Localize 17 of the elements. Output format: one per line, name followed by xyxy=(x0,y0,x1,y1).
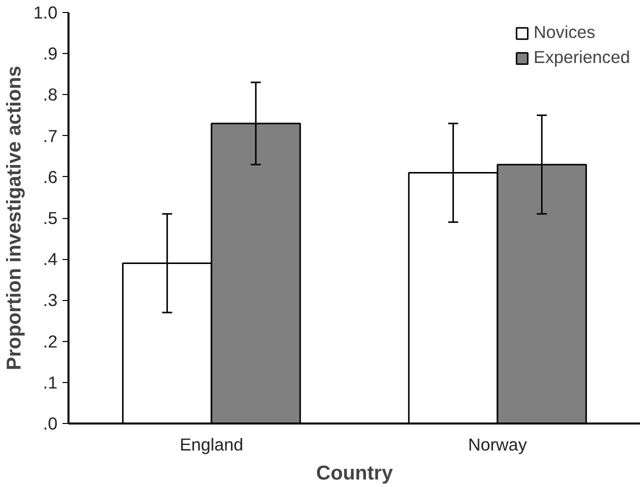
legend-label: Novices xyxy=(534,22,596,43)
x-tick-label: England xyxy=(180,434,244,454)
legend-label: Experienced xyxy=(534,47,630,68)
y-tick-label: .5 xyxy=(43,208,58,228)
y-axis-title: Proportion investigative actions xyxy=(3,66,26,370)
y-tick-label: .1 xyxy=(43,372,58,392)
y-tick-label: .4 xyxy=(43,249,58,270)
y-tick-label: .8 xyxy=(43,84,58,105)
x-tick-label: Norway xyxy=(468,434,528,454)
y-tick-label: .6 xyxy=(43,166,58,187)
y-tick-label: .7 xyxy=(43,126,58,146)
y-tick-label: 1.0 xyxy=(33,2,58,22)
y-tick-label: .2 xyxy=(43,331,58,352)
y-tick-label: .0 xyxy=(43,414,58,434)
y-tick-label: .3 xyxy=(43,290,58,310)
y-tick-label: .9 xyxy=(43,44,58,64)
x-axis-title: Country xyxy=(316,462,394,484)
